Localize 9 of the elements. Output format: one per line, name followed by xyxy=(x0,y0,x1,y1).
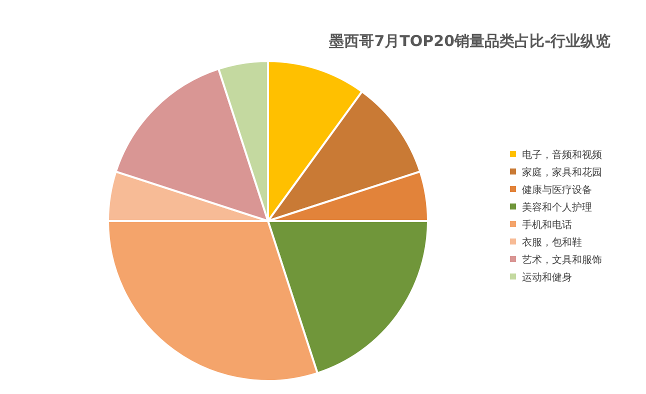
legend-label: 美容和个人护理 xyxy=(522,202,592,214)
legend-label: 电子，音频和视频 xyxy=(522,149,602,161)
legend-label: 衣服，包和鞋 xyxy=(522,236,582,248)
legend-label: 健康与医疗设备 xyxy=(522,184,592,196)
legend-label: 艺术，文具和服饰 xyxy=(522,254,602,266)
legend-label: 运动和健身 xyxy=(522,272,572,284)
chart-title: 墨西哥7月TOP20销量品类占比-行业纵览 xyxy=(328,32,611,50)
legend-label: 家庭，家具和花园 xyxy=(522,166,602,178)
legend-label: 手机和电话 xyxy=(522,219,572,231)
